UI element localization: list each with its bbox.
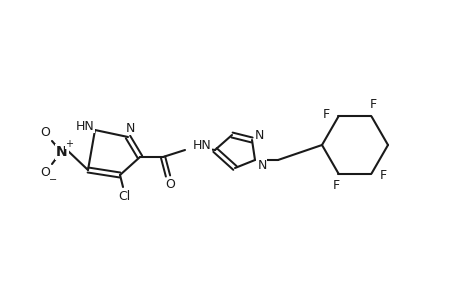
Text: O: O — [165, 178, 174, 191]
Text: HN: HN — [75, 119, 94, 133]
Text: −: − — [49, 175, 57, 185]
Text: F: F — [369, 98, 376, 111]
Text: O: O — [40, 125, 50, 139]
Text: N: N — [125, 122, 134, 134]
Text: F: F — [322, 108, 330, 121]
Text: F: F — [332, 179, 339, 192]
Text: N: N — [254, 128, 263, 142]
Text: O: O — [40, 167, 50, 179]
Text: N: N — [56, 145, 67, 159]
Text: +: + — [65, 139, 73, 149]
Text: Cl: Cl — [118, 190, 130, 203]
Text: N: N — [257, 158, 266, 172]
Text: F: F — [379, 169, 386, 182]
Text: HN: HN — [193, 139, 211, 152]
